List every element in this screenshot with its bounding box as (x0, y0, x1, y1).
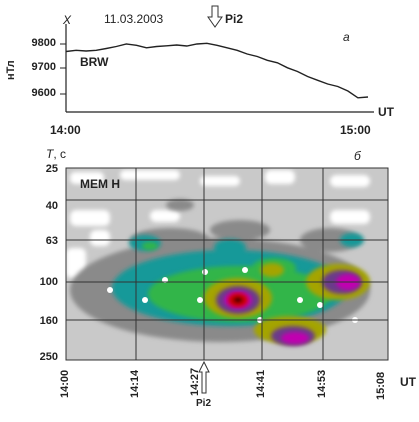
period-unit: , с (53, 147, 67, 161)
heatmap-grid (65, 167, 389, 361)
station-label: BRW (80, 55, 109, 69)
period-tick-63: 63 (45, 235, 58, 247)
y-tick-9700: 9700 (31, 61, 56, 73)
panel-b-label: б (354, 149, 361, 163)
top-series-line (65, 42, 369, 99)
time-tick-1427: 14:27 (189, 367, 201, 396)
top-x-tick-end: 15:00 (340, 123, 371, 137)
date-label: 11.03.2003 (104, 12, 164, 26)
top-x-tick-start: 14:00 (50, 123, 81, 137)
period-tick-100: 100 (39, 276, 58, 288)
y-tick-9600: 9600 (31, 87, 56, 99)
bottom-ut-label: UT (400, 375, 416, 389)
pi2-label-bottom: Pi2 (196, 398, 212, 409)
time-tick-1414: 14:14 (129, 369, 141, 398)
period-tick-250: 250 (39, 351, 58, 363)
pi2-arrow-bottom (198, 360, 210, 394)
period-tick-40: 40 (45, 200, 58, 212)
top-panel-axes (60, 24, 374, 113)
period-symbol: T (46, 147, 54, 161)
time-tick-1441: 14:41 (255, 369, 267, 398)
time-tick-1400: 14:00 (59, 369, 71, 398)
unit-label: нТл (5, 60, 17, 80)
x-component-label: X (63, 13, 72, 27)
method-label: MEM H (80, 177, 120, 191)
period-tick-25: 25 (45, 163, 58, 175)
period-axis-label: T, с (46, 148, 66, 160)
heatmap-field (66, 168, 388, 360)
pi2-arrow-top (207, 5, 223, 28)
y-tick-9800: 9800 (31, 37, 56, 49)
time-tick-1508: 15:08 (375, 371, 387, 400)
pi2-label-top: Pi2 (225, 12, 244, 26)
period-tick-160: 160 (39, 315, 58, 327)
time-tick-1453: 14:53 (316, 369, 328, 398)
panel-a-label: а (343, 30, 350, 44)
top-ut-label: UT (378, 105, 394, 119)
